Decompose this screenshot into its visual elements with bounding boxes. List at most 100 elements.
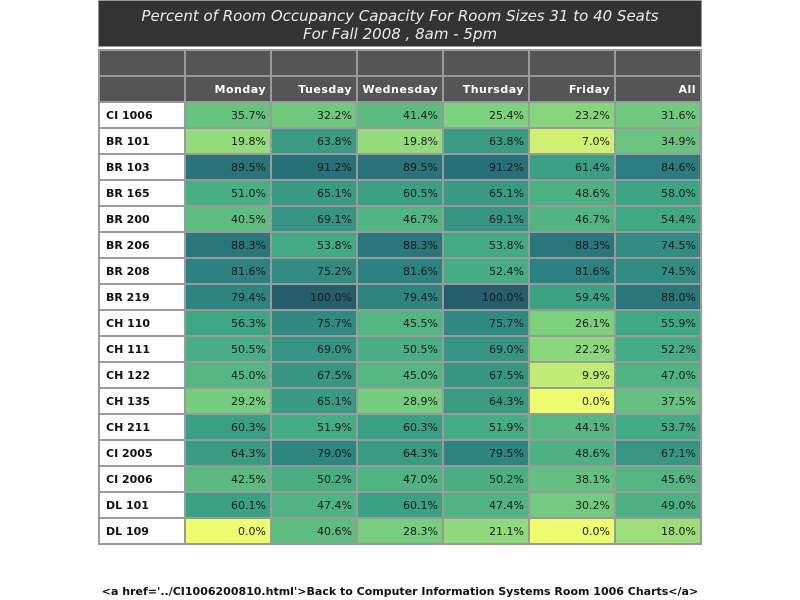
- occupancy-cell-thursday: 69.0%: [442, 335, 530, 363]
- column-header-monday: Monday: [184, 75, 272, 103]
- occupancy-cell-tuesday: 63.8%: [270, 127, 358, 155]
- occupancy-cell-tuesday: 91.2%: [270, 153, 358, 181]
- table-row: BR 206 88.3% 53.8% 88.3% 53.8% 88.3% 74.5%: [98, 231, 702, 259]
- occupancy-cell-thursday: 51.9%: [442, 413, 530, 441]
- occupancy-cell-thursday: 25.4%: [442, 101, 530, 129]
- occupancy-cell-monday: 51.0%: [184, 179, 272, 207]
- occupancy-cell-thursday: 65.1%: [442, 179, 530, 207]
- occupancy-cell-all: 18.0%: [614, 517, 702, 545]
- occupancy-cell-all: 31.6%: [614, 101, 702, 129]
- occupancy-cell-wednesday: 88.3%: [356, 231, 444, 259]
- occupancy-cell-friday: 81.6%: [528, 257, 616, 285]
- column-header-thursday: Thursday: [442, 75, 530, 103]
- occupancy-cell-tuesday: 100.0%: [270, 283, 358, 311]
- occupancy-cell-wednesday: 46.7%: [356, 205, 444, 233]
- occupancy-cell-all: 88.0%: [614, 283, 702, 311]
- room-name-cell: CI 1006: [98, 101, 186, 129]
- occupancy-cell-monday: 45.0%: [184, 361, 272, 389]
- occupancy-cell-tuesday: 32.2%: [270, 101, 358, 129]
- occupancy-cell-wednesday: 28.9%: [356, 387, 444, 415]
- occupancy-cell-monday: 81.6%: [184, 257, 272, 285]
- report-title-line1: Percent of Room Occupancy Capacity For R…: [141, 7, 659, 25]
- occupancy-cell-thursday: 63.8%: [442, 127, 530, 155]
- column-header-friday: Friday: [528, 75, 616, 103]
- occupancy-cell-friday: 61.4%: [528, 153, 616, 181]
- occupancy-cell-monday: 0.0%: [184, 517, 272, 545]
- occupancy-cell-all: 47.0%: [614, 361, 702, 389]
- occupancy-cell-monday: 60.3%: [184, 413, 272, 441]
- occupancy-cell-friday: 23.2%: [528, 101, 616, 129]
- occupancy-cell-tuesday: 40.6%: [270, 517, 358, 545]
- table-row: BR 101 19.8% 63.8% 19.8% 63.8% 7.0% 34.9%: [98, 127, 702, 155]
- occupancy-cell-friday: 44.1%: [528, 413, 616, 441]
- occupancy-cell-thursday: 79.5%: [442, 439, 530, 467]
- occupancy-cell-friday: 0.0%: [528, 517, 616, 545]
- occupancy-cell-monday: 89.5%: [184, 153, 272, 181]
- column-header-room: [98, 75, 186, 103]
- room-name-cell: BR 103: [98, 153, 186, 181]
- table-row: BR 219 79.4% 100.0% 79.4% 100.0% 59.4% 88.0%: [98, 283, 702, 311]
- occupancy-cell-tuesday: 53.8%: [270, 231, 358, 259]
- occupancy-table: Monday Tuesday Wednesday Thursday Friday…: [98, 49, 702, 545]
- occupancy-cell-monday: 35.7%: [184, 101, 272, 129]
- header-spacer-cell: [614, 49, 702, 77]
- report-title-line2: For Fall 2008 , 8am - 5pm: [302, 25, 498, 43]
- column-header-tuesday: Tuesday: [270, 75, 358, 103]
- occupancy-cell-tuesday: 75.2%: [270, 257, 358, 285]
- occupancy-cell-friday: 59.4%: [528, 283, 616, 311]
- room-name-cell: BR 101: [98, 127, 186, 155]
- table-row: CI 2006 42.5% 50.2% 47.0% 50.2% 38.1% 45.6%: [98, 465, 702, 493]
- header-spacer-cell: [184, 49, 272, 77]
- room-name-cell: BR 208: [98, 257, 186, 285]
- room-name-cell: DL 109: [98, 517, 186, 545]
- room-name-cell: CI 2006: [98, 465, 186, 493]
- occupancy-cell-wednesday: 60.3%: [356, 413, 444, 441]
- occupancy-cell-wednesday: 41.4%: [356, 101, 444, 129]
- occupancy-cell-monday: 79.4%: [184, 283, 272, 311]
- table-row: CH 122 45.0% 67.5% 45.0% 67.5% 9.9% 47.0%: [98, 361, 702, 389]
- occupancy-cell-thursday: 67.5%: [442, 361, 530, 389]
- back-link-text: <a href='../CI1006200810.html'>Back to C…: [101, 585, 699, 598]
- table-row: CH 111 50.5% 69.0% 50.5% 69.0% 22.2% 52.2%: [98, 335, 702, 363]
- occupancy-cell-wednesday: 81.6%: [356, 257, 444, 285]
- occupancy-cell-friday: 0.0%: [528, 387, 616, 415]
- occupancy-cell-monday: 19.8%: [184, 127, 272, 155]
- occupancy-cell-thursday: 50.2%: [442, 465, 530, 493]
- occupancy-cell-monday: 64.3%: [184, 439, 272, 467]
- occupancy-cell-wednesday: 60.1%: [356, 491, 444, 519]
- occupancy-cell-wednesday: 19.8%: [356, 127, 444, 155]
- occupancy-cell-thursday: 47.4%: [442, 491, 530, 519]
- occupancy-cell-tuesday: 65.1%: [270, 387, 358, 415]
- occupancy-cell-friday: 26.1%: [528, 309, 616, 337]
- room-name-cell: CH 135: [98, 387, 186, 415]
- table-row: CI 2005 64.3% 79.0% 64.3% 79.5% 48.6% 67.1%: [98, 439, 702, 467]
- occupancy-cell-monday: 88.3%: [184, 231, 272, 259]
- occupancy-cell-wednesday: 50.5%: [356, 335, 444, 363]
- occupancy-cell-monday: 50.5%: [184, 335, 272, 363]
- occupancy-cell-wednesday: 64.3%: [356, 439, 444, 467]
- room-name-cell: CH 111: [98, 335, 186, 363]
- column-header-row: Monday Tuesday Wednesday Thursday Friday…: [98, 75, 702, 103]
- occupancy-cell-tuesday: 51.9%: [270, 413, 358, 441]
- table-row: CH 135 29.2% 65.1% 28.9% 64.3% 0.0% 37.5%: [98, 387, 702, 415]
- occupancy-cell-friday: 46.7%: [528, 205, 616, 233]
- header-spacer-cell: [270, 49, 358, 77]
- occupancy-cell-thursday: 69.1%: [442, 205, 530, 233]
- occupancy-cell-all: 45.6%: [614, 465, 702, 493]
- occupancy-table-body: CI 1006 35.7% 32.2% 41.4% 25.4% 23.2% 31.6% BR …: [98, 101, 702, 545]
- occupancy-cell-all: 53.7%: [614, 413, 702, 441]
- occupancy-cell-thursday: 100.0%: [442, 283, 530, 311]
- header-spacer-row: [98, 49, 702, 77]
- table-row: BR 208 81.6% 75.2% 81.6% 52.4% 81.6% 74.5%: [98, 257, 702, 285]
- occupancy-cell-monday: 29.2%: [184, 387, 272, 415]
- table-row: BR 200 40.5% 69.1% 46.7% 69.1% 46.7% 54.4%: [98, 205, 702, 233]
- occupancy-cell-wednesday: 47.0%: [356, 465, 444, 493]
- occupancy-cell-all: 52.2%: [614, 335, 702, 363]
- occupancy-cell-wednesday: 28.3%: [356, 517, 444, 545]
- occupancy-cell-tuesday: 75.7%: [270, 309, 358, 337]
- occupancy-cell-tuesday: 65.1%: [270, 179, 358, 207]
- occupancy-cell-thursday: 75.7%: [442, 309, 530, 337]
- occupancy-cell-all: 55.9%: [614, 309, 702, 337]
- table-row: BR 103 89.5% 91.2% 89.5% 91.2% 61.4% 84.6%: [98, 153, 702, 181]
- occupancy-cell-tuesday: 67.5%: [270, 361, 358, 389]
